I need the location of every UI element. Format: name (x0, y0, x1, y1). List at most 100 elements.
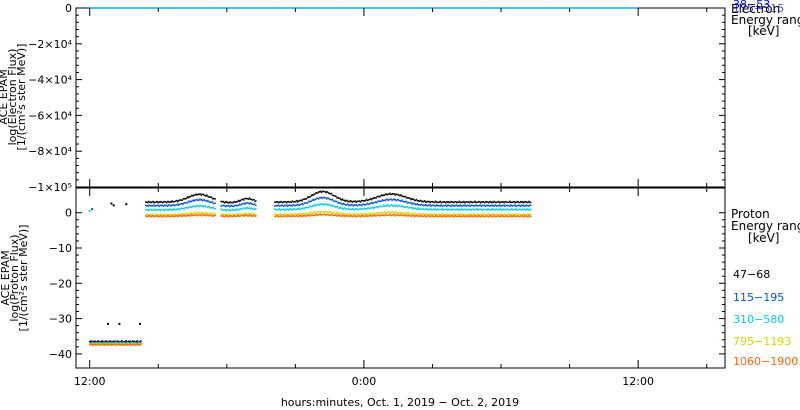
proton-data-point (231, 201, 233, 204)
proton-data-point (248, 214, 251, 216)
proton-data-point (521, 201, 524, 203)
proton-data-point (335, 195, 337, 198)
proton-data-point (315, 213, 317, 215)
proton-data-point (352, 213, 355, 215)
proton-data-point (231, 205, 233, 208)
proton-data-point (238, 215, 241, 218)
proton-data-point (203, 199, 205, 201)
proton-data-point (323, 196, 325, 198)
proton-data-point (313, 199, 315, 202)
proton-data-point (159, 201, 162, 203)
proton-data-point (135, 340, 138, 343)
proton-data-point (324, 214, 326, 216)
proton-data-point (252, 208, 254, 210)
proton-data-point (284, 215, 286, 217)
proton-data-point (232, 202, 234, 204)
proton-data-point (301, 200, 303, 202)
proton-data-point (242, 207, 244, 209)
proton-data-point (523, 213, 526, 215)
proton-data-point (480, 208, 483, 210)
proton-data-point (191, 206, 194, 208)
proton-data-point (110, 344, 112, 346)
proton-legend-item: 1060−1900 (733, 355, 798, 368)
proton-data-point (483, 216, 485, 218)
proton-data-point (340, 199, 343, 201)
proton-data-point (135, 343, 138, 346)
proton-data-point (411, 203, 413, 205)
proton-data-point (214, 207, 216, 210)
proton-data-point (128, 341, 130, 344)
proton-legend-item: 115−195 (733, 291, 784, 304)
proton-data-point (507, 205, 509, 207)
proton-data-point (468, 204, 471, 207)
proton-data-point (337, 196, 339, 199)
proton-data-point (454, 214, 456, 217)
proton-data-point (495, 204, 497, 207)
proton-data-point (178, 215, 181, 217)
proton-data-point (151, 201, 153, 203)
proton-data-point (463, 215, 465, 217)
proton-data-point (285, 202, 288, 204)
proton-data-point (491, 214, 494, 216)
proton-data-point (146, 209, 149, 211)
proton-data-point (155, 205, 158, 207)
proton-data-point (332, 214, 335, 216)
proton-data-point (209, 201, 212, 203)
proton-data-point (522, 204, 525, 207)
proton-data-point (496, 201, 498, 203)
proton-data-point (505, 209, 507, 211)
proton-data-point (526, 205, 528, 207)
proton-data-point (148, 204, 151, 206)
proton-data-point (179, 199, 182, 201)
proton-data-point (283, 205, 285, 207)
proton-data-point (228, 209, 231, 211)
proton-data-point (435, 201, 438, 203)
proton-data-point (345, 208, 347, 210)
proton-data-point (430, 213, 432, 216)
proton-data-point (221, 215, 223, 217)
proton-data-point (189, 200, 192, 203)
proton-data-point (347, 213, 349, 216)
proton-data-point (494, 215, 496, 218)
proton-data-point (120, 342, 122, 344)
proton-data-point (529, 201, 531, 203)
proton-data-point (285, 204, 288, 206)
proton-data-point (386, 198, 388, 201)
proton-data-point (205, 206, 207, 208)
proton-data-point (425, 213, 428, 216)
proton-data-point (359, 200, 361, 202)
proton-data-point (176, 208, 179, 211)
proton-data-point (499, 215, 502, 217)
proton-data-point (461, 208, 463, 211)
proton-data-point (229, 213, 231, 216)
proton-data-point (277, 204, 280, 206)
proton-data-point (445, 204, 447, 207)
proton-y-axis: 0−10−20−30−40 (49, 207, 725, 361)
x-tick-label: 0:00 (352, 375, 377, 388)
proton-data-point (511, 208, 514, 211)
proton-data-point (102, 344, 105, 346)
proton-data-point (445, 213, 447, 215)
proton-data-point (392, 198, 395, 200)
proton-data-point (392, 214, 395, 216)
proton-data-point (190, 212, 193, 215)
proton-data-point (506, 208, 508, 210)
proton-data-point (186, 207, 188, 209)
proton-data-point (115, 341, 117, 344)
proton-data-point (201, 213, 204, 216)
proton-data-point (319, 212, 322, 214)
proton-data-point (151, 205, 153, 207)
proton-isolated-point (106, 322, 109, 325)
proton-data-point (380, 205, 382, 208)
proton-data-point (101, 340, 104, 342)
proton-data-point (418, 215, 420, 218)
proton-data-point (427, 204, 430, 206)
proton-data-point (325, 214, 327, 217)
proton-data-point (281, 204, 283, 206)
proton-data-point (161, 204, 163, 206)
proton-data-point (313, 211, 315, 214)
proton-data-point (249, 198, 252, 200)
proton-data-point (240, 212, 242, 215)
proton-data-point (376, 214, 378, 216)
proton-data-point (371, 212, 374, 215)
